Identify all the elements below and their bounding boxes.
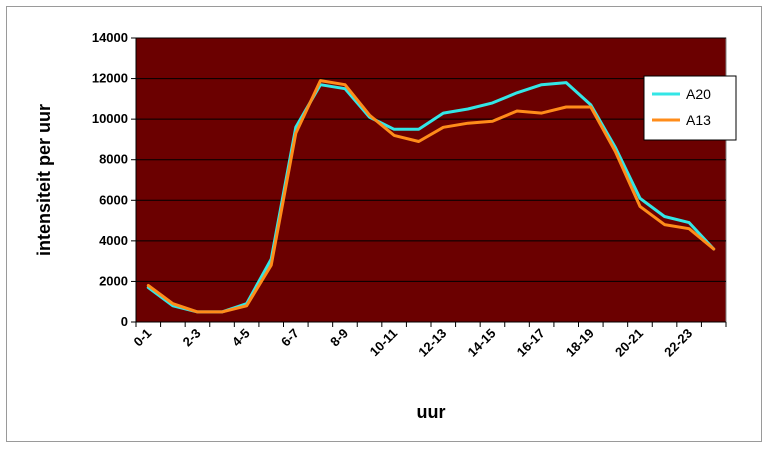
legend-label-a13: A13	[686, 112, 711, 128]
y-tick-label: 10000	[92, 111, 128, 126]
plot-area	[136, 38, 726, 322]
x-tick-label: 4-5	[229, 326, 253, 350]
x-tick-label: 22-23	[661, 326, 695, 360]
x-tick-label: 8-9	[327, 326, 351, 350]
y-tick-label: 4000	[99, 233, 128, 248]
legend: A20 A13	[644, 76, 736, 140]
x-tick-label: 6-7	[278, 326, 302, 350]
y-tick-labels: 0 2000 4000 6000 8000 10000 12000 14000	[92, 30, 128, 329]
x-axis-title: uur	[417, 402, 446, 422]
x-tick-label: 2-3	[180, 326, 204, 350]
y-tick-label: 2000	[99, 273, 128, 288]
x-tick-label: 0-1	[131, 326, 155, 350]
y-tick-label: 12000	[92, 71, 128, 86]
x-tick-label: 10-11	[367, 326, 401, 360]
x-tick-label: 14-15	[464, 326, 498, 360]
y-tick-label: 14000	[92, 30, 128, 45]
x-tick-label: 18-19	[563, 326, 597, 360]
x-tick-label: 12-13	[415, 326, 449, 360]
y-tick-label: 6000	[99, 192, 128, 207]
x-tick-label: 20-21	[612, 326, 646, 360]
x-tick-labels: 0-1 2-3 4-5 6-7 8-9 10-11 12-13 14-15 16-17 18-19…	[131, 326, 696, 360]
y-tick-label: 8000	[99, 152, 128, 167]
x-tick-label: 16-17	[514, 326, 548, 360]
y-tick-label: 0	[121, 314, 128, 329]
y-axis-title: intensiteit per uur	[34, 104, 54, 256]
legend-label-a20: A20	[686, 86, 711, 102]
